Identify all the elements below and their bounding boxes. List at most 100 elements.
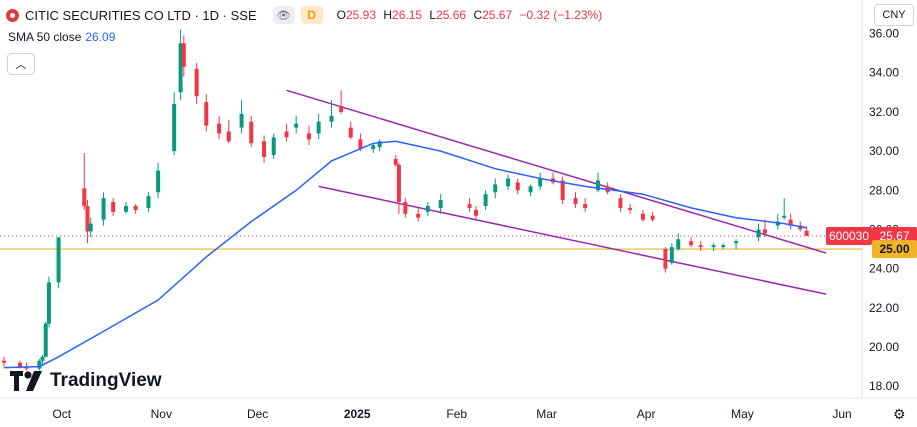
- candle: [493, 178, 498, 199]
- symbol-price-tag-text: 600030: [829, 229, 869, 243]
- candle-body: [172, 104, 177, 152]
- candle-body: [217, 123, 222, 134]
- candle: [146, 192, 151, 212]
- candle: [329, 100, 334, 128]
- x-tick-label: Feb: [446, 407, 467, 421]
- candle: [551, 172, 556, 185]
- candle-body: [204, 102, 209, 126]
- candle-body: [506, 178, 511, 187]
- candle: [721, 243, 726, 250]
- candle: [396, 162, 401, 214]
- candle-body: [698, 245, 703, 248]
- candle-body: [689, 241, 694, 246]
- delayed-badge[interactable]: D: [300, 6, 323, 24]
- candle: [676, 233, 681, 252]
- candle-body: [348, 127, 353, 138]
- candle: [377, 139, 382, 152]
- candle-body: [663, 249, 668, 269]
- candle: [262, 135, 267, 163]
- candle-body: [650, 215, 655, 220]
- candle-body: [762, 229, 767, 234]
- candle-body: [669, 247, 674, 263]
- y-tick-label: 30.00: [869, 144, 899, 158]
- candle-body: [618, 198, 623, 208]
- candle: [605, 182, 610, 195]
- candle: [663, 247, 668, 273]
- candle-body: [396, 164, 401, 203]
- candle: [788, 213, 793, 230]
- candle: [239, 100, 244, 134]
- candle-body: [788, 219, 793, 226]
- candle: [756, 223, 761, 242]
- candle: [393, 155, 398, 167]
- candle: [37, 358, 42, 371]
- candle: [698, 241, 703, 252]
- candle: [181, 35, 186, 77]
- candle: [371, 143, 376, 154]
- candle-body: [804, 230, 809, 236]
- candle: [669, 243, 674, 265]
- candle-body: [37, 360, 42, 369]
- candle-body: [640, 213, 645, 220]
- channel-lower-line: [318, 185, 827, 295]
- candle: [416, 207, 421, 222]
- candle: [217, 115, 222, 140]
- candle-body: [239, 113, 244, 128]
- candle-body: [284, 131, 289, 138]
- candle: [689, 237, 694, 248]
- settings-gear-icon[interactable]: ⚙: [893, 406, 906, 422]
- candle-body: [358, 139, 363, 150]
- candle-body: [194, 68, 199, 97]
- candle-body: [782, 215, 787, 218]
- symbol-price-tag-bg: [826, 226, 872, 245]
- candle: [573, 192, 578, 208]
- sma-legend[interactable]: SMA 50 close 26.09: [8, 30, 115, 44]
- symbol-title[interactable]: CITIC SECURITIES CO LTD · 1D · SSE: [25, 7, 257, 23]
- y-tick-label: 24.00: [869, 262, 899, 276]
- candle: [804, 226, 809, 237]
- candle: [403, 198, 408, 218]
- candle-body: [416, 213, 421, 218]
- candle-body: [56, 237, 61, 283]
- candle: [88, 217, 93, 238]
- x-tick-label: Dec: [247, 407, 268, 421]
- y-tick-label: 36.00: [869, 27, 899, 41]
- chart-legend: CITIC SECURITIES CO LTD · 1D · SSE 👁 D O…: [6, 6, 606, 24]
- candle: [204, 94, 209, 132]
- ohlc-values: O25.93 H26.15 L25.66 C25.67 −0.32 (−1.23…: [336, 8, 603, 22]
- candle: [618, 194, 623, 212]
- candle: [284, 123, 289, 142]
- candle: [133, 204, 138, 214]
- candle-body: [583, 204, 588, 208]
- y-tick-label: 28.00: [869, 183, 899, 197]
- level-price-tag-bg: [872, 240, 917, 259]
- candle: [339, 90, 344, 114]
- sma-value: 26.09: [85, 30, 116, 44]
- candle-body: [124, 205, 129, 212]
- eye-icon[interactable]: 👁: [272, 6, 295, 24]
- currency-button[interactable]: CNY: [874, 4, 914, 26]
- x-tick-label: Oct: [52, 407, 71, 421]
- candle: [583, 198, 588, 212]
- candle-body: [18, 362, 23, 367]
- candle-body: [573, 198, 578, 204]
- candle-body: [43, 323, 48, 357]
- y-tick-label: 32.00: [869, 105, 899, 119]
- candle: [483, 190, 488, 210]
- candle: [85, 200, 90, 244]
- candle-body: [294, 123, 299, 128]
- candle: [506, 174, 511, 191]
- candle-body: [339, 106, 344, 112]
- candle-body: [528, 186, 533, 193]
- candle-body: [181, 43, 186, 67]
- candle: [782, 198, 787, 220]
- candle-body: [560, 180, 565, 201]
- tradingview-logo[interactable]: TradingView: [10, 370, 162, 392]
- candle: [528, 184, 533, 197]
- collapse-legend-button[interactable]: ︿: [7, 53, 35, 75]
- tradingview-wordmark: TradingView: [50, 370, 162, 391]
- candle: [271, 133, 276, 159]
- candle-body: [473, 209, 478, 216]
- candle: [595, 172, 600, 193]
